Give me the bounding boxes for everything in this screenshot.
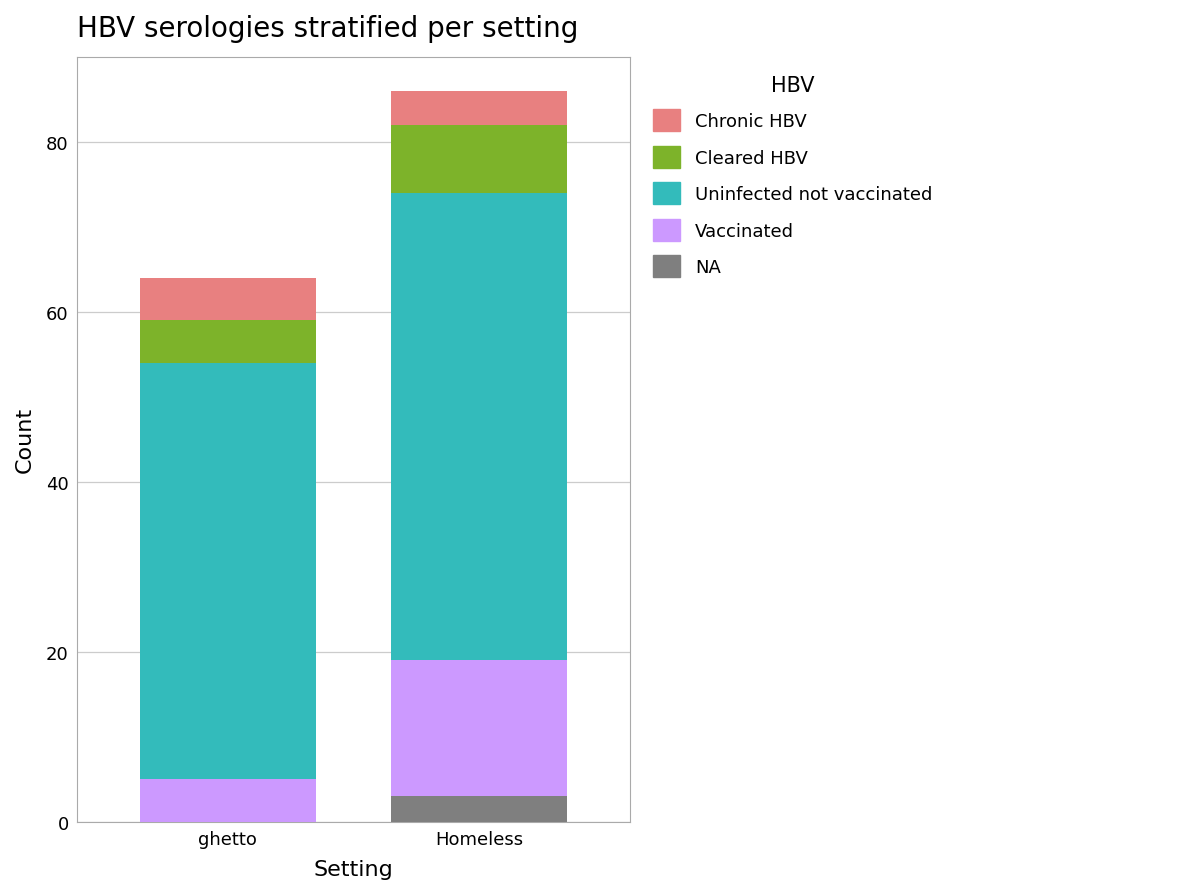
Y-axis label: Count: Count: [14, 407, 35, 473]
Bar: [140, 363, 316, 780]
X-axis label: Setting: Setting: [313, 859, 394, 879]
Text: HBV serologies stratified per setting: HBV serologies stratified per setting: [77, 15, 578, 43]
Bar: [391, 797, 566, 822]
Bar: [391, 92, 566, 126]
Bar: [391, 661, 566, 797]
Legend: Chronic HBV, Cleared HBV, Uninfected not vaccinated, Vaccinated, NA: Chronic HBV, Cleared HBV, Uninfected not…: [644, 67, 941, 287]
Bar: [140, 780, 316, 822]
Bar: [140, 278, 316, 321]
Bar: [391, 126, 566, 194]
Bar: [140, 321, 316, 363]
Bar: [391, 194, 566, 661]
